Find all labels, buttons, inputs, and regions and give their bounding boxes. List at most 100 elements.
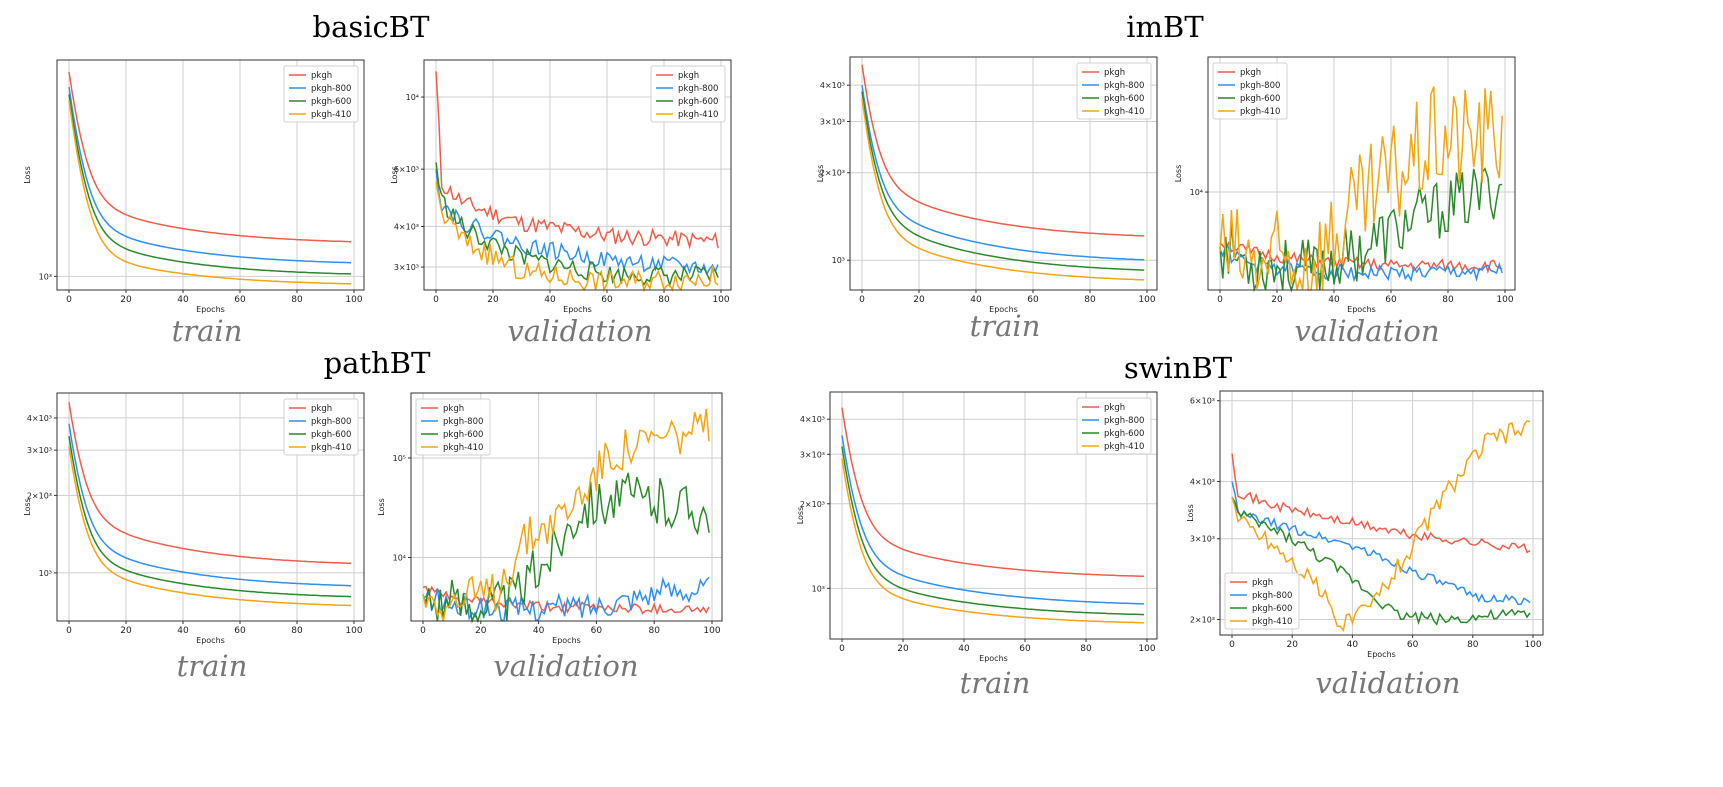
- x-tick-label: 80: [1084, 295, 1096, 305]
- legend-label-pkgh-800: pkgh-800: [1104, 416, 1144, 426]
- legend-label-pkgh: pkgh: [1252, 578, 1273, 588]
- series-line-pkgh-410: [68, 100, 352, 285]
- legend-label-pkgh: pkgh: [311, 404, 332, 414]
- chart-swinBT-validation: 0 20 40 60 80 100 6×10³ 4×10³ 3×10³ 2×10³ Epochs Lo…: [1186, 390, 1544, 659]
- y-tick-label: 10⁴: [406, 93, 419, 102]
- y-tick-label: 10³: [39, 569, 52, 578]
- y-tick-label: 3×10³: [394, 263, 419, 272]
- x-tick-label: 60: [1019, 644, 1031, 654]
- x-tick-label: 80: [1080, 644, 1092, 654]
- legend-label-pkgh: pkgh: [443, 404, 464, 414]
- series-line-pkgh-410: [435, 181, 719, 293]
- group-title-basicbt: basicBT: [312, 10, 430, 44]
- chart-imBT-validation: 0 20 40 60 80 10010⁴EpochsLosspkghpkgh-800pkg…: [1174, 56, 1516, 314]
- series-line-pkgh-800: [1231, 481, 1531, 606]
- legend: pkgh pkgh-800 pkgh-600 pkgh-410: [283, 398, 359, 456]
- x-tick-label: 60: [591, 626, 603, 636]
- y-axis-label: Loss: [23, 166, 32, 184]
- y-tick-label: 3×10³: [1190, 535, 1215, 544]
- x-axis-label: Epochs: [1347, 305, 1376, 314]
- x-axis-label: Epochs: [979, 654, 1008, 663]
- series-line-pkgh-800: [861, 85, 1145, 261]
- basicbt-validation-label: validation: [507, 314, 653, 348]
- y-tick-label: 2×10³: [800, 500, 825, 509]
- x-tick-label: 20: [897, 644, 909, 654]
- y-tick-label: 4×10³: [1190, 477, 1215, 486]
- legend-box: [1076, 62, 1152, 120]
- series-line-pkgh-600: [68, 94, 352, 275]
- legend-box: [1212, 62, 1288, 120]
- series-line-pkgh: [1219, 240, 1503, 275]
- y-tick-label: 10³: [832, 256, 845, 265]
- legend-label-pkgh-410: pkgh-410: [1104, 442, 1144, 452]
- x-tick-label: 20: [487, 295, 499, 305]
- legend-label-pkgh: pkgh: [1240, 68, 1261, 78]
- y-tick-label: 3×10³: [820, 118, 845, 127]
- legend-label-pkgh-800: pkgh-800: [311, 417, 351, 427]
- x-tick-label: 20: [913, 295, 925, 305]
- series-line-pkgh: [841, 407, 1145, 578]
- x-axis-label: Epochs: [989, 305, 1018, 314]
- x-tick-label: 60: [234, 626, 246, 636]
- chart-pathBT-train: 0 20 40 60 80 100 4×10³ 3×10³ 2×10³ 10³ Epochs Loss…: [23, 392, 365, 645]
- imbt-validation-label: validation: [1294, 314, 1440, 348]
- plot-frame: [56, 392, 365, 622]
- x-tick-label: 40: [544, 295, 556, 305]
- series-line-pkgh-410: [841, 458, 1144, 624]
- series-line-pkgh-800: [68, 86, 352, 264]
- y-tick-label: 10⁴: [1190, 188, 1203, 197]
- legend-label-pkgh-800: pkgh-800: [1104, 81, 1144, 91]
- legend: pkgh pkgh-800 pkgh-600 pkgh-410: [1224, 572, 1300, 630]
- series-line-pkgh-410: [422, 408, 710, 622]
- y-tick-label: 4×10³: [820, 81, 845, 90]
- chart-imBT-train: 0 20 40 60 80 100 4×10³ 3×10³ 2×10³ 10³ Epochs Loss…: [816, 56, 1158, 314]
- x-tick-label: 20: [1271, 295, 1283, 305]
- x-tick-label: 80: [648, 626, 660, 636]
- group-title-swinbt: swinBT: [1123, 351, 1233, 385]
- y-tick-label: 2×10³: [27, 491, 52, 500]
- series-line-pkgh-410: [861, 98, 1145, 281]
- legend: pkgh pkgh-800 pkgh-600 pkgh-410: [1076, 397, 1152, 455]
- y-tick-label: 10⁵: [393, 454, 406, 463]
- swinbt-train-label: train: [959, 666, 1031, 700]
- x-tick-label: 0: [433, 295, 439, 305]
- series-line-pkgh: [68, 71, 352, 243]
- series-line-pkgh-410: [68, 446, 352, 607]
- plot-frame: [1207, 56, 1516, 291]
- y-axis-label: Loss: [377, 498, 386, 516]
- legend-box: [1224, 572, 1300, 630]
- series-line-pkgh-600: [422, 472, 710, 624]
- legend-label-pkgh-600: pkgh-600: [1104, 429, 1144, 439]
- group-title-imbt: imBT: [1126, 10, 1204, 44]
- legend-label-pkgh-600: pkgh-600: [678, 97, 718, 107]
- x-tick-label: 20: [475, 626, 487, 636]
- x-tick-label: 0: [1229, 640, 1235, 650]
- x-tick-label: 100: [703, 626, 720, 636]
- series-line-pkgh-600: [841, 446, 1145, 616]
- x-axis-label: Epochs: [196, 636, 225, 645]
- y-tick-label: 10³: [812, 584, 825, 593]
- y-axis-label: Loss: [1186, 504, 1195, 522]
- plot-frame: [56, 59, 365, 291]
- x-tick-label: 40: [177, 295, 189, 305]
- legend-box: [1076, 397, 1152, 455]
- x-tick-label: 0: [1217, 295, 1223, 305]
- imbt-train-label: train: [969, 309, 1041, 343]
- x-axis-label: Epochs: [552, 636, 581, 645]
- legend: pkgh pkgh-800 pkgh-600 pkgh-410: [283, 65, 359, 123]
- y-axis-label: Loss: [1174, 165, 1183, 183]
- x-tick-label: 100: [712, 295, 729, 305]
- series-line-pkgh-600: [1231, 496, 1531, 626]
- legend-label-pkgh-410: pkgh-410: [1252, 617, 1292, 627]
- y-tick-label: 2×10³: [820, 169, 845, 178]
- series-line-pkgh: [1231, 453, 1531, 554]
- x-tick-label: 80: [1467, 640, 1479, 650]
- x-tick-label: 60: [1027, 295, 1039, 305]
- x-tick-label: 60: [234, 295, 246, 305]
- x-tick-label: 100: [345, 295, 362, 305]
- x-tick-label: 40: [970, 295, 982, 305]
- x-tick-label: 0: [859, 295, 865, 305]
- x-tick-label: 40: [958, 644, 970, 654]
- legend-label-pkgh-410: pkgh-410: [443, 443, 483, 453]
- x-tick-label: 0: [66, 626, 72, 636]
